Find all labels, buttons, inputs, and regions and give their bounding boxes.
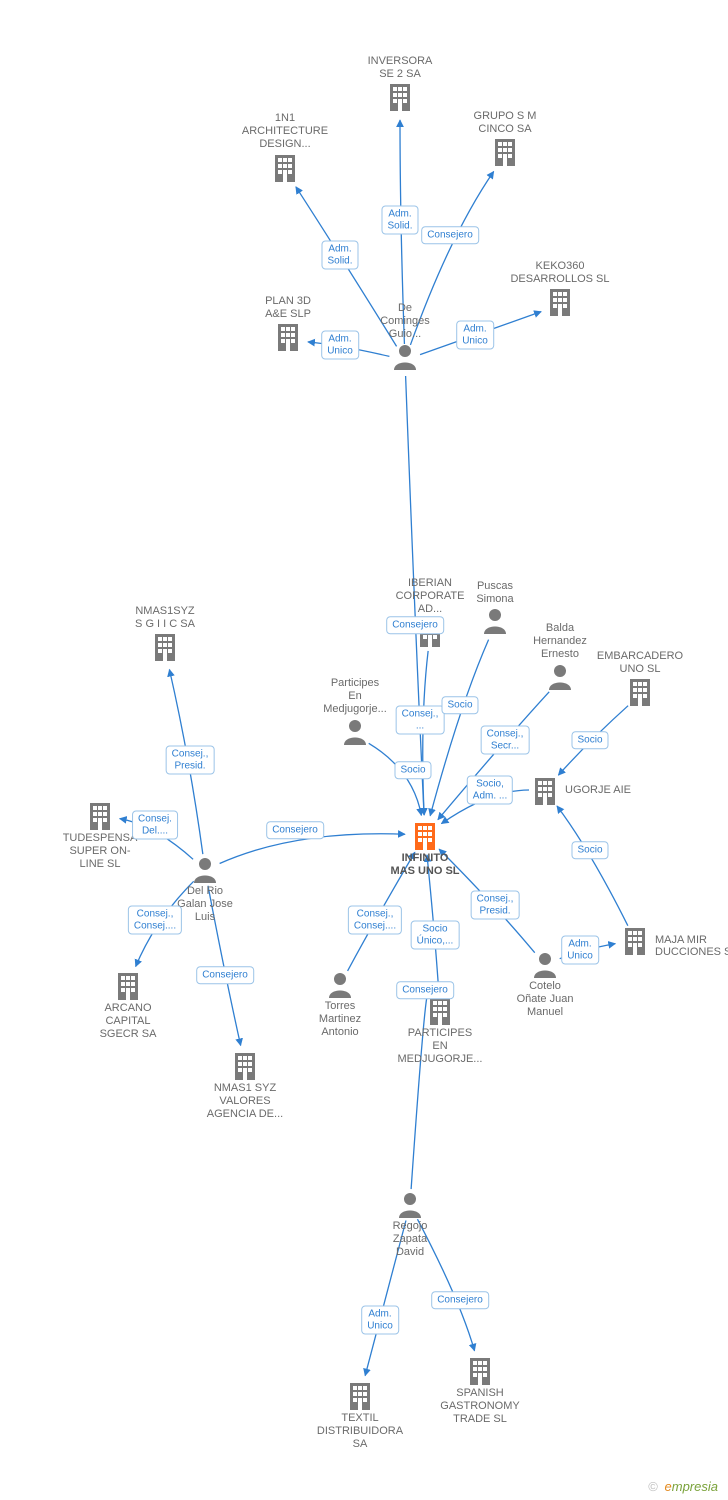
copyright-symbol: © bbox=[648, 1479, 658, 1494]
node-embarcadero[interactable]: EMBARCADEROUNO SL bbox=[590, 650, 690, 708]
node-label: TorresMartinezAntonio bbox=[290, 1000, 390, 1040]
edge-label: Socio, Adm. ... bbox=[467, 776, 513, 805]
node-nmas1sgi[interactable]: NMAS1SYZS G I I C SA bbox=[115, 605, 215, 663]
node-nmas1valores[interactable]: NMAS1 SYZVALORESAGENCIA DE... bbox=[195, 1050, 295, 1122]
node-label: KEKO360DESARROLLOS SL bbox=[510, 260, 610, 286]
edge-label: Socio bbox=[571, 841, 608, 859]
edge-label: Consejero bbox=[431, 1291, 489, 1309]
node-label: UGORJE AIE bbox=[565, 784, 631, 796]
node-label: PARTICIPESENMEDJUGORJE... bbox=[390, 1027, 490, 1067]
node-label: CoteloOñate JuanManuel bbox=[495, 980, 595, 1020]
node-label: NMAS1SYZS G I I C SA bbox=[115, 605, 215, 631]
edge-label: Socio bbox=[394, 761, 431, 779]
node-textil[interactable]: TEXTILDISTRIBUIDORA SA bbox=[310, 1380, 410, 1452]
node-label: MAJA MIRDUCCIONES SL bbox=[655, 934, 728, 958]
node-participes_c[interactable]: PARTICIPESENMEDJUGORJE... bbox=[390, 995, 490, 1067]
edge-label: Socio Único,... bbox=[411, 921, 460, 950]
node-label: PuscasSimona bbox=[445, 580, 545, 606]
brand-e: e bbox=[665, 1479, 672, 1494]
edges-layer bbox=[0, 0, 728, 1500]
edge-label: Consejero bbox=[396, 981, 454, 999]
node-label: NMAS1 SYZVALORESAGENCIA DE... bbox=[195, 1082, 295, 1122]
node-gruposm[interactable]: GRUPO S MCINCO SA bbox=[455, 110, 555, 168]
node-label: ARCANOCAPITALSGECR SA bbox=[78, 1002, 178, 1042]
node-label: 1N1ARCHITECTUREDESIGN... bbox=[235, 112, 335, 152]
edge-label: Consej., Presid. bbox=[166, 746, 215, 775]
edge-label: Socio bbox=[441, 696, 478, 714]
edge-label: Consejero bbox=[386, 616, 444, 634]
edge-label: Consej., Presid. bbox=[471, 891, 520, 920]
node-label: INFINITOMAS UNO SL bbox=[375, 852, 475, 878]
edge-label: Adm. Unico bbox=[561, 936, 599, 965]
node-regojo[interactable]: RegojoZapataDavid bbox=[360, 1190, 460, 1260]
edge-label: Consej., Secr... bbox=[481, 726, 530, 755]
edge-label: Consej., Consej.... bbox=[128, 906, 182, 935]
node-keko360[interactable]: KEKO360DESARROLLOS SL bbox=[510, 260, 610, 318]
node-label: RegojoZapataDavid bbox=[360, 1220, 460, 1260]
edge-label: Adm. Unico bbox=[361, 1306, 399, 1335]
node-label: GRUPO S MCINCO SA bbox=[455, 110, 555, 136]
node-arch1n1[interactable]: 1N1ARCHITECTUREDESIGN... bbox=[235, 112, 335, 184]
edge-label: Adm. Solid. bbox=[381, 206, 418, 235]
node-medjugorje_aie[interactable] bbox=[530, 775, 560, 807]
node-center[interactable]: INFINITOMAS UNO SL bbox=[375, 820, 475, 878]
node-arcano[interactable]: ARCANOCAPITALSGECR SA bbox=[78, 970, 178, 1042]
node-participes_p[interactable]: ParticipesEnMedjugorje... bbox=[305, 677, 405, 747]
edge-label: Socio bbox=[571, 731, 608, 749]
edge-label: Adm. Solid. bbox=[321, 241, 358, 270]
node-label: DeComingesGuio... bbox=[355, 302, 455, 342]
footer-brand: © empresia bbox=[648, 1479, 718, 1494]
node-decominges[interactable]: DeComingesGuio... bbox=[355, 302, 455, 372]
node-label: EMBARCADEROUNO SL bbox=[590, 650, 690, 676]
node-label: INVERSORASE 2 SA bbox=[350, 55, 450, 81]
edge-label: Adm. Unico bbox=[456, 321, 494, 350]
edge-label: Consejero bbox=[421, 226, 479, 244]
edge-label: Consej. Del.... bbox=[132, 811, 178, 840]
edge-label: Consejero bbox=[266, 821, 324, 839]
edge-majamir-medjugorje_aie bbox=[557, 806, 628, 926]
node-label: PLAN 3DA&E SLP bbox=[238, 295, 338, 321]
node-label: SPANISHGASTRONOMYTRADE SL bbox=[430, 1387, 530, 1427]
node-label: ParticipesEnMedjugorje... bbox=[305, 677, 405, 717]
edge-participes_p-center bbox=[369, 743, 422, 815]
network-diagram: INVERSORASE 2 SA 1N1ARCHITECTUREDESIGN..… bbox=[0, 0, 728, 1500]
node-spanish[interactable]: SPANISHGASTRONOMYTRADE SL bbox=[430, 1355, 530, 1427]
node-majamir[interactable] bbox=[620, 925, 650, 957]
edge-label: Adm. Unico bbox=[321, 331, 359, 360]
brand-rest: mpresia bbox=[672, 1479, 718, 1494]
node-inversora[interactable]: INVERSORASE 2 SA bbox=[350, 55, 450, 113]
edge-label: Consej., Consej.... bbox=[348, 906, 402, 935]
node-torres[interactable]: TorresMartinezAntonio bbox=[290, 970, 390, 1040]
edge-label: Consej., ... bbox=[396, 706, 445, 735]
node-label: TEXTILDISTRIBUIDORA SA bbox=[310, 1412, 410, 1452]
edge-label: Consejero bbox=[196, 966, 254, 984]
